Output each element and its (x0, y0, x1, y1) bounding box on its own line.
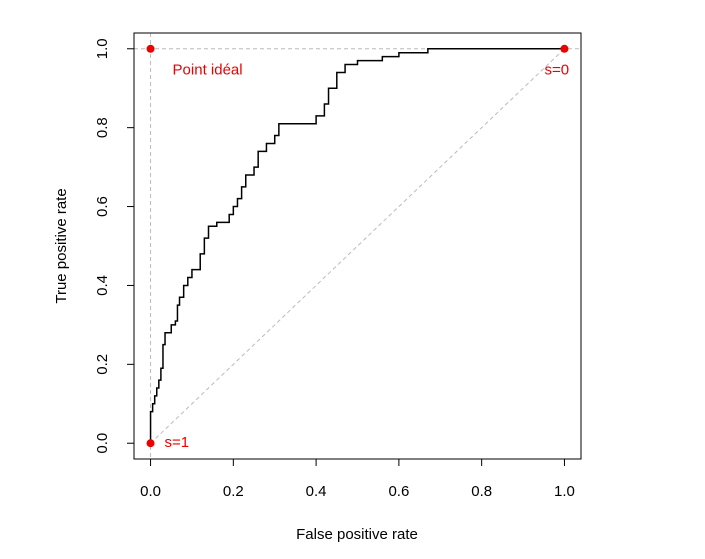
point-label: s=1 (165, 434, 190, 451)
roc-curve (149, 48, 565, 444)
y-axis-label: True positive rate (53, 188, 70, 303)
x-axis-label: False positive rate (296, 526, 418, 543)
x-tick-label: 1.0 (554, 483, 575, 500)
y-tick-label: 0.0 (94, 433, 111, 454)
x-tick-label: 0.2 (223, 483, 244, 500)
y-tick-label: 0.6 (94, 196, 111, 217)
point (146, 44, 155, 53)
x-tick-label: 0.8 (471, 483, 492, 500)
point-label: s=0 (544, 62, 569, 79)
point (146, 439, 155, 448)
point (560, 44, 569, 53)
y-tick-label: 0.4 (94, 275, 111, 296)
point-label: Point idéal (173, 62, 243, 79)
plot-frame (133, 32, 582, 460)
x-tick-label: 0.6 (388, 483, 409, 500)
y-tick-label: 1.0 (94, 38, 111, 59)
x-tick-label: 0.4 (306, 483, 327, 500)
reference-diagonal (150, 48, 565, 444)
y-tick-label: 0.2 (94, 354, 111, 375)
y-tick-label: 0.8 (94, 117, 111, 138)
x-tick-label: 0.0 (140, 483, 161, 500)
